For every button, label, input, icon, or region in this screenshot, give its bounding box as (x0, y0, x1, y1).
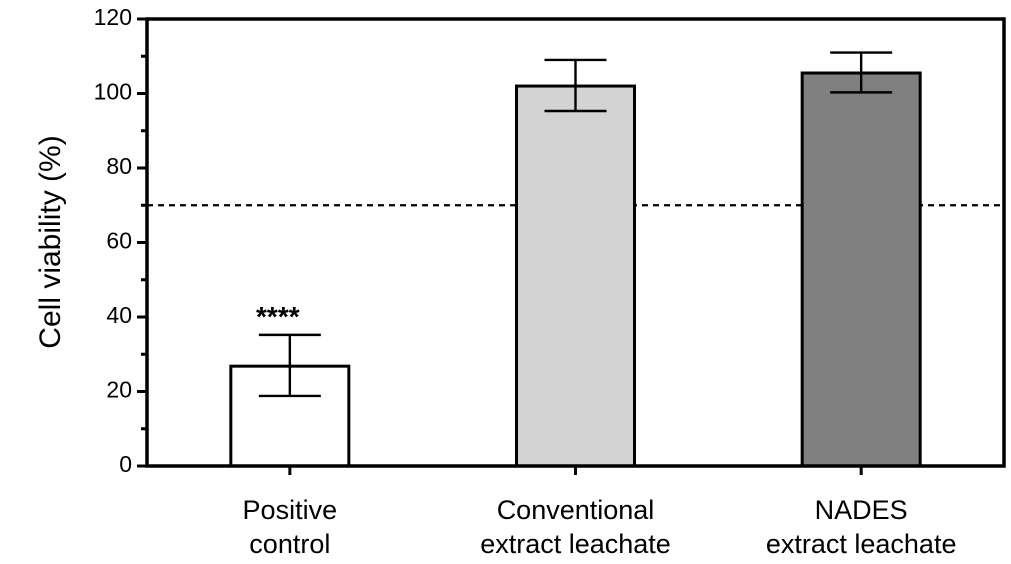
y-axis-title: Cell viability (%) (34, 135, 67, 348)
bar-1 (515, 84, 636, 468)
y-tick-label-6: 120 (94, 4, 132, 30)
x-tick-label-1: Conventional extract leachate (480, 495, 671, 559)
x-tick-label-0: Positive control (243, 495, 338, 559)
y-tick-label-0: 0 (119, 451, 132, 477)
y-tick-label-4: 80 (106, 153, 132, 179)
x-tick-label-line: NADES (815, 495, 908, 525)
x-tick-label-2: NADES extract leachate (766, 495, 957, 559)
x-tick-label-line: extract leachate (480, 529, 671, 559)
significance-annotation-0: **** (256, 301, 300, 332)
x-tick-label-line: control (249, 529, 330, 559)
y-tick-label-2: 40 (106, 302, 132, 328)
y-tick-label-5: 100 (94, 79, 132, 105)
x-tick-label-line: Conventional (497, 495, 655, 525)
y-tick-label-3: 60 (106, 228, 132, 254)
x-tick-label-line: extract leachate (766, 529, 957, 559)
bar-2 (800, 71, 922, 468)
x-tick-label-line: Positive (243, 495, 338, 525)
y-tick-label-1: 20 (106, 377, 132, 403)
